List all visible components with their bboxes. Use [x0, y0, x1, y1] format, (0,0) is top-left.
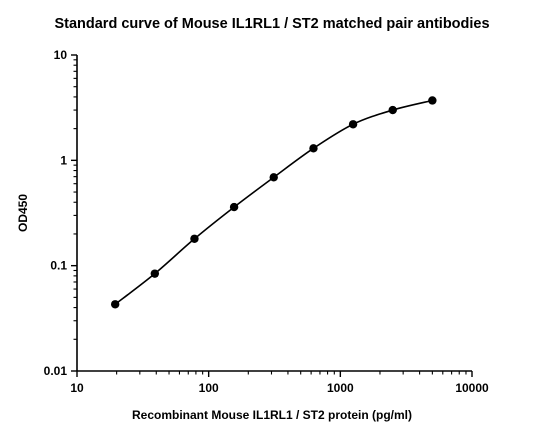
- x-tick-label: 100: [199, 381, 219, 395]
- data-point: [348, 120, 358, 129]
- x-tick-label: 1000: [327, 381, 354, 395]
- x-axis-label: Recombinant Mouse IL1RL1 / ST2 protein (…: [132, 408, 412, 422]
- y-tick-label: 10: [54, 48, 68, 62]
- data-point: [388, 105, 397, 115]
- data-point: [190, 234, 199, 243]
- y-tick-label: 0.01: [44, 364, 68, 378]
- x-tick-label: 10000: [455, 381, 489, 395]
- x-tick-label: 10: [70, 381, 84, 395]
- y-axis-label: OD450: [16, 194, 30, 232]
- y-tick-label: 0.1: [50, 259, 67, 273]
- chart-title: Standard curve of Mouse IL1RL1 / ST2 mat…: [54, 16, 489, 32]
- x-axis-ticks: 10 100 1000 10000: [70, 371, 489, 395]
- data-point: [269, 173, 278, 182]
- data-point: [150, 269, 160, 278]
- axes: [76, 55, 472, 372]
- data-point: [309, 144, 318, 153]
- data-point: [110, 300, 120, 309]
- fit-curve: [114, 99, 433, 305]
- data-point: [229, 202, 239, 212]
- y-tick-label: 1: [60, 153, 67, 167]
- data-point: [428, 96, 437, 105]
- data-points: [110, 96, 437, 309]
- y-axis-ticks: 0.01 0.1 1 10: [44, 48, 77, 378]
